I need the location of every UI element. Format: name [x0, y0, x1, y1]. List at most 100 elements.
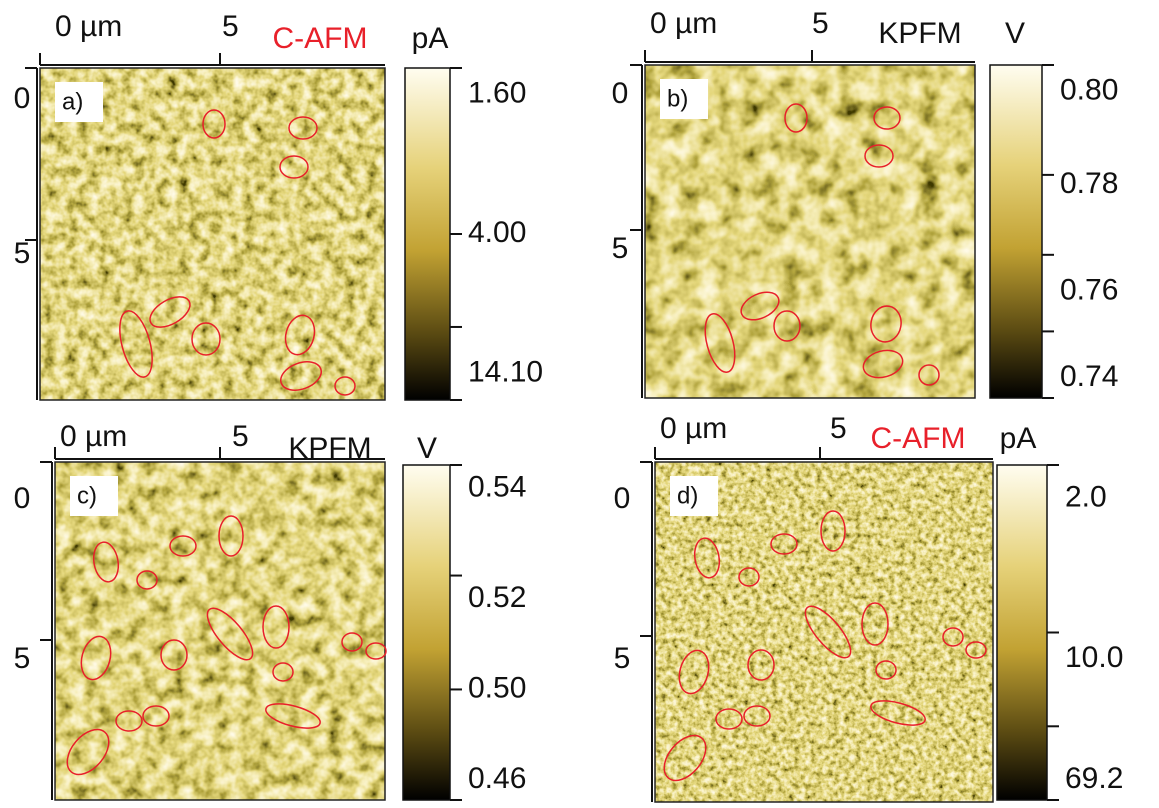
highlight-ellipse	[136, 570, 158, 590]
unit-label: pA	[412, 22, 449, 55]
panel-label: a)	[62, 88, 83, 115]
technique-label: C-AFM	[871, 422, 966, 455]
highlight-ellipse	[66, 728, 110, 776]
highlight-ellipse	[738, 567, 760, 587]
x-label: 5	[222, 10, 239, 43]
panel-label-box	[70, 476, 118, 516]
highlight-ellipse	[92, 541, 120, 583]
x-label: 0 µm	[55, 10, 122, 43]
image-frame	[54, 461, 386, 801]
highlight-ellipse	[715, 708, 743, 730]
technique-label: KPFM	[878, 17, 961, 50]
highlight-ellipse	[873, 106, 901, 130]
colorbar-label: 0.50	[468, 671, 526, 704]
y-label: 0	[614, 482, 631, 515]
colorbar-label: 0.78	[1060, 167, 1118, 200]
y-label: 5	[14, 237, 31, 270]
unit-label: V	[417, 432, 437, 465]
x-label: 5	[232, 420, 249, 453]
colorbar	[996, 464, 1048, 801]
y-label: 0	[612, 77, 629, 110]
image-frame	[39, 67, 386, 401]
highlight-ellipse	[279, 155, 309, 179]
colorbar-label: 69.2	[1065, 762, 1123, 795]
y-label: 5	[612, 232, 629, 265]
colorbar-label: 0.80	[1060, 74, 1118, 107]
highlight-ellipse	[743, 705, 771, 727]
highlight-ellipse	[272, 662, 294, 682]
highlight-ellipse	[820, 510, 846, 552]
colorbar-label: 2.0	[1065, 480, 1107, 513]
highlight-ellipse	[784, 103, 808, 133]
highlight-ellipse	[740, 291, 780, 321]
afm-image	[645, 65, 975, 398]
highlight-ellipse	[942, 627, 964, 647]
highlight-ellipse	[747, 649, 775, 681]
panel-label-box	[660, 79, 708, 119]
highlight-ellipse	[149, 296, 191, 328]
highlight-ellipse	[870, 305, 902, 343]
highlight-ellipse	[804, 605, 852, 659]
highlight-ellipse	[861, 602, 889, 646]
x-label: 5	[812, 7, 829, 40]
highlight-ellipse	[770, 533, 798, 555]
highlight-ellipse	[864, 144, 894, 168]
highlight-ellipse	[206, 607, 254, 661]
unit-label: V	[1005, 17, 1025, 50]
y-label: 0	[14, 482, 31, 515]
highlight-ellipse	[80, 635, 112, 681]
panel-label-box	[55, 82, 103, 122]
colorbar-label: 14.10	[468, 355, 543, 388]
highlight-ellipse	[191, 322, 221, 356]
panel-label-box	[670, 476, 718, 516]
x-label: 0 µm	[660, 412, 727, 445]
y-label: 5	[614, 642, 631, 675]
colorbar-label: 1.60	[468, 76, 526, 109]
highlight-ellipse	[365, 642, 387, 660]
highlight-ellipse	[773, 310, 801, 342]
image-frame	[654, 461, 994, 803]
image-frame	[644, 64, 976, 399]
highlight-ellipse	[663, 734, 707, 782]
panel-label: d)	[677, 482, 698, 509]
highlight-ellipse	[862, 349, 904, 379]
colorbar-label: 0.52	[468, 581, 526, 614]
y-label: 5	[14, 642, 31, 675]
colorbar-label: 0.74	[1060, 360, 1118, 393]
x-label: 0 µm	[650, 7, 717, 40]
highlight-ellipse	[202, 109, 226, 139]
colorbar	[402, 464, 451, 801]
highlight-ellipse	[119, 310, 153, 378]
colorbar-label: 0.76	[1060, 273, 1118, 306]
highlight-ellipse	[693, 537, 721, 579]
colorbar-label: 4.00	[468, 216, 526, 249]
x-label: 5	[830, 412, 847, 445]
panel-label: b)	[667, 85, 688, 112]
highlight-ellipse	[169, 535, 197, 557]
highlight-ellipse	[262, 605, 290, 649]
highlight-ellipse	[334, 376, 356, 396]
highlight-ellipse	[284, 314, 316, 356]
colorbar-label: 0.54	[468, 470, 526, 503]
panel-label: c)	[77, 482, 97, 509]
highlight-ellipse	[341, 632, 363, 652]
colorbar-label: 0.46	[468, 762, 526, 795]
y-label: 0	[14, 82, 31, 115]
highlight-ellipse	[288, 116, 318, 140]
unit-label: pA	[1000, 422, 1037, 455]
colorbar-label: 10.0	[1065, 641, 1123, 674]
highlight-ellipse	[218, 515, 244, 557]
highlight-ellipse	[115, 710, 143, 732]
colorbar	[989, 64, 1043, 399]
highlight-ellipse	[280, 361, 322, 391]
highlight-ellipse	[265, 703, 321, 729]
highlight-ellipse	[160, 639, 188, 671]
afm-image	[40, 68, 385, 400]
highlight-ellipse	[142, 705, 170, 727]
x-label: 0 µm	[60, 420, 127, 453]
afm-image	[55, 462, 385, 800]
highlight-ellipse	[870, 700, 926, 726]
colorbar	[404, 67, 451, 401]
highlight-ellipse	[965, 641, 987, 659]
